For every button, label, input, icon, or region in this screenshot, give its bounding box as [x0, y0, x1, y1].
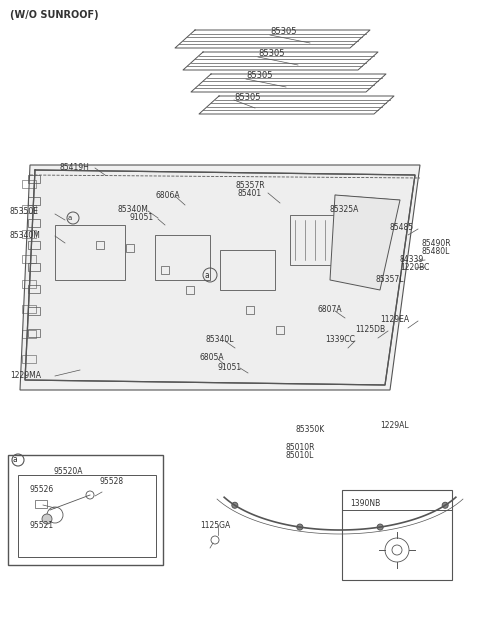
Bar — [35, 500, 47, 508]
Text: 95528: 95528 — [100, 478, 124, 487]
Text: 85350E: 85350E — [10, 207, 39, 216]
Bar — [220, 250, 275, 290]
Bar — [186, 286, 194, 294]
Text: 1125DB: 1125DB — [355, 325, 385, 334]
Text: 1229AL: 1229AL — [380, 421, 408, 429]
Bar — [28, 197, 40, 205]
Text: 85357R: 85357R — [235, 182, 264, 191]
Bar — [18, 475, 156, 557]
Text: 91051: 91051 — [218, 363, 242, 372]
Bar — [28, 175, 40, 183]
Text: 85010L: 85010L — [285, 451, 313, 460]
Text: 85490R: 85490R — [422, 239, 452, 248]
Text: 85480L: 85480L — [422, 248, 450, 257]
Bar — [246, 306, 254, 314]
Bar — [290, 215, 365, 265]
Bar — [22, 255, 36, 263]
Text: 85305: 85305 — [234, 94, 261, 103]
Circle shape — [442, 502, 448, 508]
Bar — [155, 235, 210, 280]
Bar — [342, 490, 452, 580]
Bar — [55, 225, 125, 280]
Text: 85340M: 85340M — [117, 205, 148, 214]
Text: 1125GA: 1125GA — [200, 521, 230, 530]
Bar — [22, 305, 36, 313]
Bar — [22, 230, 36, 238]
Polygon shape — [20, 165, 420, 390]
Bar — [126, 244, 134, 252]
Circle shape — [232, 502, 238, 508]
Bar — [161, 266, 169, 274]
Text: 85419H: 85419H — [60, 164, 90, 173]
Text: 85485: 85485 — [390, 223, 414, 232]
Bar — [22, 205, 36, 213]
Text: 1390NB: 1390NB — [350, 498, 380, 507]
Bar — [22, 280, 36, 288]
Text: 85305: 85305 — [270, 28, 297, 37]
Text: 6806A: 6806A — [155, 191, 180, 200]
Text: 1229MA: 1229MA — [10, 370, 41, 379]
Bar — [28, 307, 40, 315]
Bar — [28, 263, 40, 271]
Text: 1339CC: 1339CC — [325, 336, 355, 345]
Text: 85401: 85401 — [237, 189, 261, 198]
Bar — [8, 455, 163, 565]
Text: 1220BC: 1220BC — [400, 263, 430, 272]
Bar — [28, 329, 40, 337]
Text: 85305: 85305 — [258, 49, 285, 58]
Text: 95526: 95526 — [30, 485, 54, 494]
Text: 85010R: 85010R — [285, 444, 314, 453]
Text: 95520A: 95520A — [53, 467, 83, 476]
Text: 91051: 91051 — [130, 214, 154, 223]
Text: 1129EA: 1129EA — [380, 315, 409, 324]
Text: 85357L: 85357L — [375, 275, 404, 284]
Circle shape — [42, 514, 52, 524]
Circle shape — [297, 524, 303, 530]
Text: a: a — [204, 270, 209, 279]
Bar — [22, 355, 36, 363]
Text: a: a — [12, 456, 17, 465]
Polygon shape — [330, 195, 400, 290]
Bar — [28, 285, 40, 293]
Text: 85325A: 85325A — [330, 205, 360, 214]
Bar — [96, 241, 104, 249]
Circle shape — [377, 524, 383, 530]
Bar — [276, 326, 284, 334]
Text: 6805A: 6805A — [200, 354, 225, 363]
Text: 84339: 84339 — [400, 256, 424, 265]
Text: 85340L: 85340L — [205, 336, 233, 345]
Text: 95521: 95521 — [30, 521, 54, 530]
Bar — [28, 219, 40, 227]
Text: 85305: 85305 — [246, 71, 273, 80]
Text: a: a — [68, 215, 72, 221]
Polygon shape — [25, 170, 415, 385]
Bar — [22, 180, 36, 188]
Text: (W/O SUNROOF): (W/O SUNROOF) — [10, 10, 98, 20]
Bar — [22, 330, 36, 338]
Text: 6807A: 6807A — [317, 306, 342, 315]
Text: 85350K: 85350K — [295, 426, 324, 435]
Bar — [28, 241, 40, 249]
Text: 85340M: 85340M — [10, 230, 41, 239]
